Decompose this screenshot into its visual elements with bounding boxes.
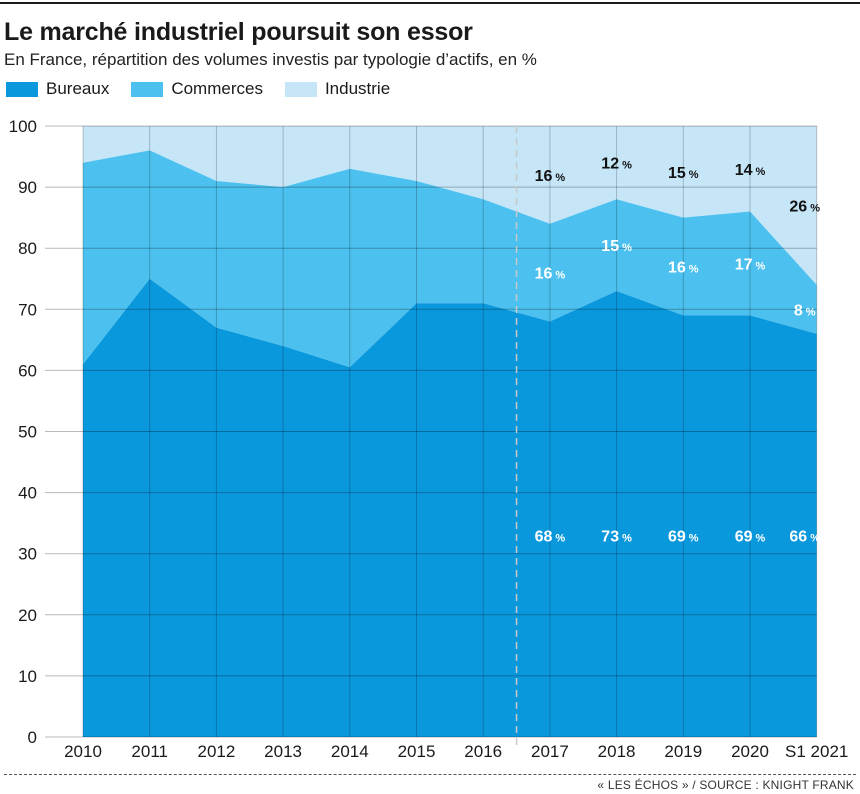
data-label-industrie-2018: 12% — [601, 156, 632, 173]
legend-swatch-industrie — [284, 81, 317, 97]
y-tick-label-70: 70 — [18, 300, 37, 319]
area-industrie — [83, 126, 817, 285]
bottom-rule — [4, 774, 856, 775]
data-label-commerces-s1-2021: 8% — [794, 302, 816, 319]
x-tick-label-2020: 2020 — [731, 742, 769, 761]
data-label-bureaux-2018: 73% — [601, 528, 632, 545]
source-credit: « LES ÉCHOS » / SOURCE : KNIGHT FRANK — [597, 778, 854, 792]
legend-label-industrie: Industrie — [324, 79, 391, 98]
x-tick-label-2010: 2010 — [64, 742, 102, 761]
x-tick-label-2018: 2018 — [598, 742, 636, 761]
data-label-industrie-s1-2021: 26% — [789, 198, 820, 215]
y-tick-label-40: 40 — [18, 484, 37, 503]
y-tick-label-0: 0 — [28, 728, 37, 747]
legend-label-commerces: Commerces — [171, 79, 263, 98]
x-tick-label-2017: 2017 — [531, 742, 569, 761]
data-label-commerces-2017: 16% — [535, 266, 566, 283]
chart-subtitle: En France, répartition des volumes inves… — [4, 50, 537, 69]
x-tick-label-s1-2021: S1 2021 — [785, 742, 848, 761]
data-label-bureaux-2020: 69% — [735, 528, 766, 545]
y-tick-label-30: 30 — [18, 545, 37, 564]
chart-title: Le marché industriel poursuit son essor — [4, 18, 473, 46]
data-label-bureaux-s1-2021: 66% — [789, 528, 820, 545]
x-tick-label-2019: 2019 — [664, 742, 702, 761]
data-label-industrie-2020: 14% — [735, 162, 766, 179]
data-label-industrie-2017: 16% — [535, 168, 566, 185]
y-tick-label-10: 10 — [18, 667, 37, 686]
y-tick-label-80: 80 — [18, 239, 37, 258]
y-tick-label-60: 60 — [18, 361, 37, 380]
x-tick-label-2014: 2014 — [331, 742, 369, 761]
legend-swatch-bureaux — [6, 81, 38, 97]
data-label-commerces-2020: 17% — [735, 256, 766, 273]
legend: Bureaux Commerces Industrie — [6, 79, 412, 99]
x-tick-label-2015: 2015 — [398, 742, 436, 761]
data-label-commerces-2019: 16% — [668, 260, 699, 277]
y-tick-label-50: 50 — [18, 423, 37, 442]
legend-swatch-commerces — [131, 81, 164, 97]
x-tick-label-2012: 2012 — [197, 742, 235, 761]
x-tick-label-2013: 2013 — [264, 742, 302, 761]
data-label-industrie-2019: 15% — [668, 165, 699, 182]
x-tick-label-2011: 2011 — [131, 742, 168, 761]
data-label-commerces-2018: 15% — [601, 238, 632, 255]
area-commerces — [83, 150, 817, 368]
x-tick-label-2016: 2016 — [464, 742, 502, 761]
top-rule — [0, 2, 860, 4]
data-label-bureaux-2019: 69% — [668, 528, 699, 545]
legend-item-industrie: Industrie — [284, 79, 391, 99]
legend-label-bureaux: Bureaux — [46, 79, 110, 98]
legend-item-commerces: Commerces — [131, 79, 263, 99]
data-label-bureaux-2017: 68% — [535, 528, 566, 545]
y-tick-label-100: 100 — [9, 117, 37, 136]
y-tick-label-20: 20 — [18, 606, 37, 625]
legend-item-bureaux: Bureaux — [6, 79, 109, 99]
area-bureaux — [83, 278, 817, 737]
y-tick-label-90: 90 — [18, 178, 37, 197]
